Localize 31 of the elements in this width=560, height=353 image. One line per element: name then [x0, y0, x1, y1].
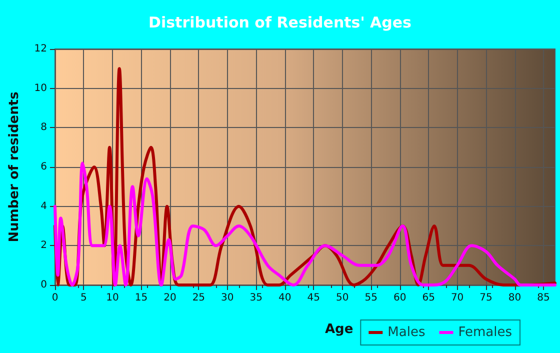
x-tick-label: 30 — [221, 292, 234, 304]
x-tick-label: 25 — [192, 292, 206, 304]
x-tick-label: 15 — [134, 292, 148, 304]
x-tick-label: 5 — [80, 292, 87, 304]
y-tick-label: 12 — [34, 44, 47, 54]
y-tick-label: 0 — [40, 280, 47, 290]
x-tick-label: 80 — [508, 292, 522, 304]
x-tick-label: 35 — [250, 292, 263, 304]
x-tick-label: 0 — [52, 292, 58, 304]
y-tick-label: 6 — [40, 162, 47, 172]
x-axis-title: Age — [325, 322, 354, 337]
x-tick-label: 60 — [393, 292, 406, 304]
line-series — [54, 162, 556, 286]
x-tick-label: 70 — [450, 292, 464, 304]
x-tick-label: 55 — [364, 292, 378, 304]
x-tick-label: 40 — [278, 292, 292, 304]
y-tick-label: 4 — [40, 200, 47, 212]
y-tick-label: 8 — [40, 122, 47, 134]
chart-title: Distribution of Residents' Ages — [148, 14, 412, 32]
legend-label: Males — [388, 325, 426, 340]
x-tick-label: 20 — [164, 292, 176, 304]
legend-label: Females — [458, 325, 512, 340]
x-tick-label: 50 — [336, 292, 349, 304]
y-tick-label: 2 — [40, 240, 47, 252]
x-tick-label: 75 — [480, 292, 492, 304]
x-tick-label: 45 — [307, 292, 320, 304]
x-tick-label: 85 — [537, 292, 550, 304]
x-tick-label: 10 — [106, 292, 119, 304]
y-tick-label: 10 — [34, 82, 47, 94]
x-tick-label: 65 — [422, 292, 435, 304]
y-axis-title: Number of residents — [7, 91, 22, 242]
